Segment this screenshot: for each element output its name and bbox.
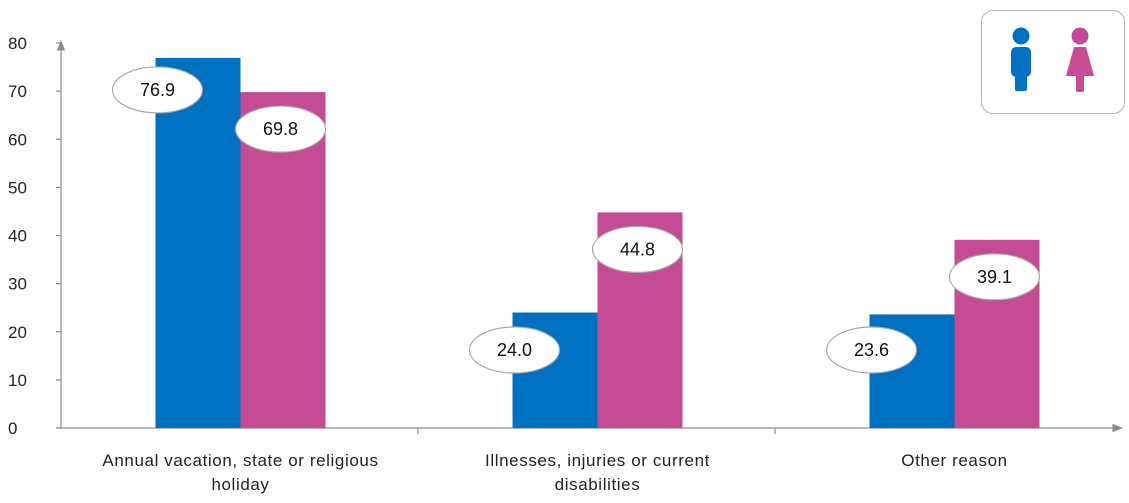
bar-male — [155, 57, 241, 428]
x-category-label: Illnesses, injuries or current — [485, 451, 710, 470]
data-label: 69.8 — [234, 105, 327, 153]
data-label: 24.0 — [468, 326, 561, 374]
male-icon — [1011, 27, 1031, 91]
y-tick-label: 30 — [8, 275, 27, 294]
female-icon — [1066, 27, 1094, 92]
data-label-text: 23.6 — [854, 340, 889, 360]
y-tick-label: 10 — [8, 371, 27, 390]
y-tick-label: 70 — [8, 82, 27, 101]
y-tick-label: 40 — [8, 227, 27, 246]
data-label: 76.9 — [111, 66, 204, 114]
data-label-bubble — [591, 225, 684, 273]
y-tick-label: 60 — [8, 130, 27, 149]
data-label: 39.1 — [948, 253, 1041, 301]
data-label-bubble — [468, 326, 561, 374]
x-category-label: disabilities — [555, 475, 641, 494]
data-label-text: 44.8 — [620, 239, 655, 259]
data-labels: 76.9 69.8 24.0 44.8 23.6 39.1 — [111, 66, 1041, 374]
data-label-text: 76.9 — [140, 80, 175, 100]
x-category-label: holiday — [211, 475, 269, 494]
data-label-bubble — [825, 326, 918, 374]
y-tick-label: 80 — [8, 34, 27, 53]
data-label-bubble — [948, 253, 1041, 301]
data-label-bubble — [111, 66, 204, 114]
y-tick-label: 0 — [8, 419, 17, 438]
data-label-bubble — [234, 105, 327, 153]
data-label: 44.8 — [591, 225, 684, 273]
x-category-label: Other reason — [901, 451, 1007, 470]
legend — [981, 10, 1125, 114]
category-labels: Annual vacation, state or religious holid… — [102, 451, 1007, 494]
data-label-text: 24.0 — [497, 340, 532, 360]
y-tick-label: 20 — [8, 323, 27, 342]
x-category-label: Annual vacation, state or religious — [102, 451, 378, 470]
data-label: 23.6 — [825, 326, 918, 374]
data-label-text: 69.8 — [263, 119, 298, 139]
data-label-text: 39.1 — [977, 267, 1012, 287]
y-tick-label: 50 — [8, 178, 27, 197]
